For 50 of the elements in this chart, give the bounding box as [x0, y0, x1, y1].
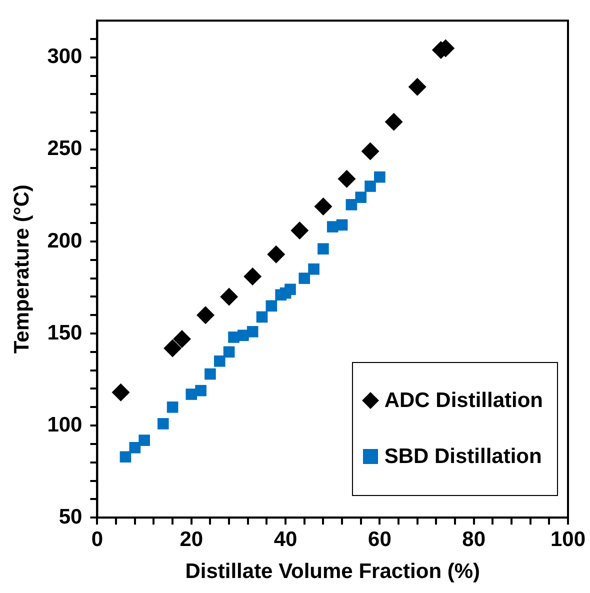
y-tick-label: 300: [47, 45, 82, 68]
point: [214, 355, 226, 367]
point: [374, 171, 386, 183]
y-tick-label: 150: [47, 321, 82, 344]
point: [384, 112, 403, 131]
point: [298, 272, 310, 284]
point: [346, 199, 358, 210]
point: [112, 383, 130, 402]
x-tick-label: 40: [274, 528, 298, 551]
point: [361, 142, 380, 160]
point: [408, 78, 426, 96]
x-tick-label: 20: [180, 528, 204, 551]
point: [284, 284, 296, 296]
point: [256, 311, 268, 323]
point: [204, 368, 216, 380]
point: [290, 221, 309, 240]
point: [338, 170, 356, 188]
point: [164, 339, 182, 358]
legend-label: SBD Distillation: [384, 444, 542, 469]
point: [220, 288, 238, 306]
x-axis-title: Distillate Volume Fraction (%): [185, 560, 480, 584]
point: [364, 180, 376, 192]
point: [308, 263, 320, 275]
x-tick-label: 80: [462, 528, 486, 551]
point: [129, 442, 141, 454]
point: [172, 330, 191, 348]
point: [195, 384, 206, 396]
point: [138, 434, 150, 446]
point: [266, 300, 278, 312]
x-tick-label: 100: [550, 528, 586, 551]
y-tick-label: 100: [47, 413, 82, 436]
point: [223, 346, 235, 358]
x-tick-label: 60: [368, 528, 392, 551]
point: [355, 192, 367, 203]
x-tick-label: 0: [91, 528, 104, 551]
point: [336, 219, 348, 231]
point: [314, 198, 332, 216]
point: [157, 418, 169, 430]
point: [120, 451, 132, 463]
point: [246, 326, 258, 338]
y-tick-label: 50: [58, 505, 82, 528]
y-tick-label: 200: [47, 229, 82, 252]
y-tick-label: 250: [47, 137, 82, 160]
point: [196, 306, 215, 324]
point: [244, 267, 262, 286]
y-axis-title: Temperature (°C): [10, 184, 34, 354]
legend-label: ADC Distillation: [384, 388, 543, 413]
point: [166, 402, 178, 413]
point: [318, 243, 329, 255]
point: [267, 245, 286, 264]
